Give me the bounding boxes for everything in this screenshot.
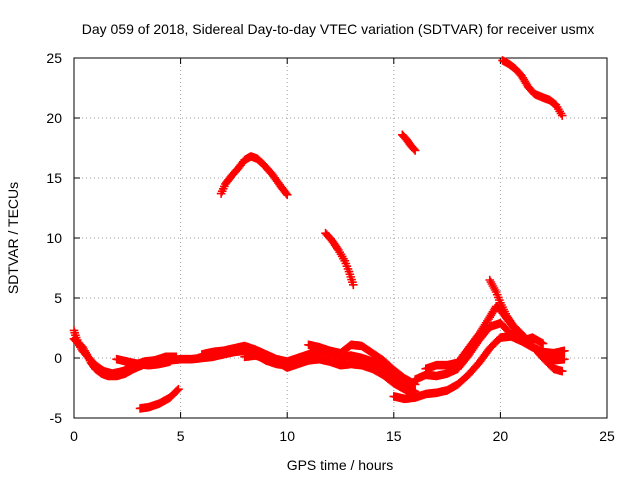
data-point [282,190,292,200]
data-point [560,354,569,364]
data-point [557,111,567,120]
y-tick-label: 25 [46,50,62,66]
series-track-2 [69,334,181,378]
y-axis-label: SDTVAR / TECUs [5,182,21,294]
data-point [560,346,569,356]
series-track-6 [304,340,420,389]
series-track-12 [216,152,292,200]
x-tick-label: 15 [386,428,402,444]
plot-frame [73,57,608,419]
x-tick-label: 20 [493,428,509,444]
data-point [172,386,182,395]
x-tick-label: 10 [279,428,295,444]
series-track-3 [112,354,175,370]
data-point [348,280,358,290]
data-point [174,384,183,394]
y-tick-label: 10 [46,230,62,246]
data-point [165,357,175,366]
y-tick-label: 0 [54,350,62,366]
data-point [557,366,567,376]
x-axis-label: GPS time / hours [287,457,394,473]
series-track-11 [135,384,183,413]
data-point [172,352,181,362]
y-tick-label: -5 [50,410,63,426]
x-tick-label: 5 [177,428,185,444]
series-track-10 [485,275,567,376]
series-track-14 [398,130,420,155]
y-tick-label: 15 [46,170,62,186]
series-track-5 [240,351,420,399]
series-track-13 [321,228,358,290]
data-point [538,339,548,348]
y-tick-label: 5 [54,290,62,306]
x-tick-label: 25 [599,428,615,444]
data-point [281,189,291,198]
x-tick-label: 0 [70,428,78,444]
data-point [409,144,419,154]
data-series [69,56,569,413]
chart-title: Day 059 of 2018, Sidereal Day-to-day VTE… [82,21,595,37]
axis-ticks: 0 5 10 15 20 25 -5 0 5 10 15 20 25 [46,50,615,444]
data-point [410,146,420,155]
series-track-15 [498,56,567,120]
y-tick-label: 20 [46,110,62,126]
